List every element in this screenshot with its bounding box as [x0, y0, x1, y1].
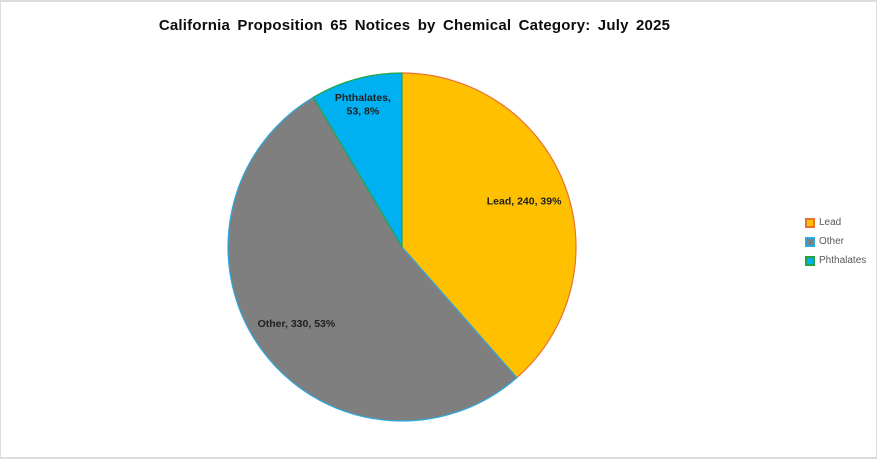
legend-label-lead: Lead	[819, 217, 842, 228]
legend-label-phthalates: Phthalates	[819, 255, 867, 266]
legend-item-phthalates[interactable]: Phthalates	[805, 255, 866, 266]
pie-slice-phthalates[interactable]	[312, 72, 403, 248]
legend-label-other: Other	[819, 236, 845, 247]
chart-title: California Proposition 65 Notices by Che…	[158, 17, 671, 34]
legend-swatch-phthalates	[805, 255, 815, 266]
legend-item-lead[interactable]: Lead	[805, 217, 866, 228]
legend-swatch-other	[805, 236, 815, 247]
legend-swatch-lead	[805, 217, 815, 228]
pie-slice-other[interactable]	[227, 96, 518, 422]
legend: Lead Other Phthalates	[805, 217, 866, 266]
legend-item-other[interactable]: Other	[805, 236, 866, 247]
pie-slice-lead[interactable]	[401, 72, 577, 379]
